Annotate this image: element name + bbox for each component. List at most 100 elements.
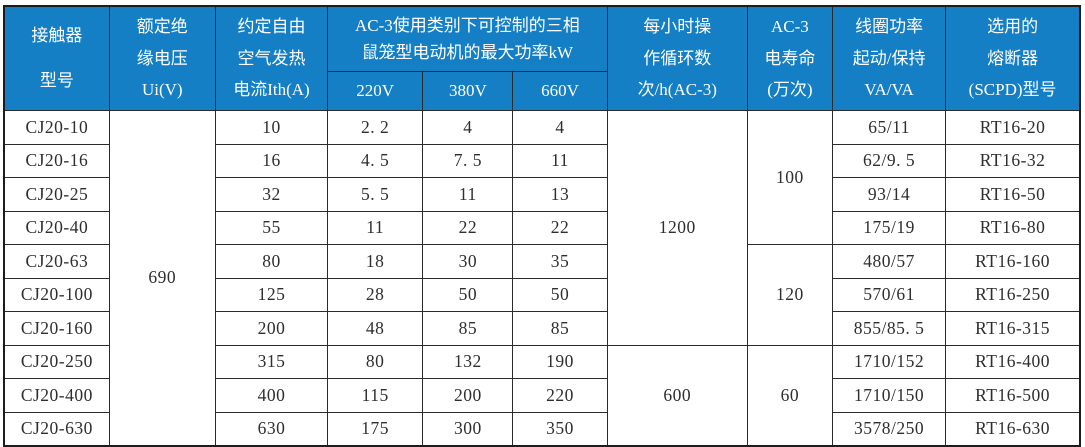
table-header: 接触器 型号 额定绝 缘电压 Ui(V) 约定自由 空气发热 电流Ith(A) … — [3, 5, 1081, 111]
header-line: 空气发热 — [237, 48, 306, 68]
cell-kw-380: 300 — [422, 411, 514, 447]
header-coil-power: 线圈功率 起动/保持 VA/VA — [831, 5, 947, 111]
cell-kw-220: 175 — [327, 411, 424, 447]
header-line: 选用的 — [987, 17, 1039, 37]
header-line: VA/VA — [864, 80, 914, 100]
cell-fuse-type: RT16-50 — [945, 177, 1081, 212]
cell-kw-660: 11 — [512, 143, 608, 178]
cell-ith: 630 — [214, 411, 329, 447]
header-line: 线圈功率 — [855, 17, 924, 37]
cell-kw-380: 4 — [422, 110, 514, 145]
cell-cycles-merged: 1200 — [606, 110, 748, 346]
cell-kw-380: 50 — [422, 277, 514, 312]
table-row: CJ20-63 80 18 30 35 120 480/57 RT16-160 — [3, 244, 1081, 346]
cell-kw-380: 132 — [422, 344, 514, 379]
header-line: (万次) — [767, 80, 813, 100]
header-ac3-max-power-group: AC-3使用类别下可控制的三相 鼠笼型电动机的最大功率kW — [327, 5, 608, 72]
cell-kw-220: 11 — [327, 210, 424, 245]
cell-kw-380: 200 — [422, 378, 514, 413]
cell-model: CJ20-250 — [3, 344, 110, 379]
cell-kw-220: 80 — [327, 344, 424, 379]
header-line: 型号 — [39, 70, 74, 90]
cell-model: CJ20-160 — [3, 311, 110, 346]
cell-kw-660: 190 — [512, 344, 608, 379]
cell-kw-660: 350 — [512, 411, 608, 447]
table-row: CJ20-100 125 28 50 50 570/61 RT16-250 — [3, 277, 1081, 312]
header-thermal-current: 约定自由 空气发热 电流Ith(A) — [214, 5, 329, 111]
cell-model: CJ20-10 — [3, 110, 110, 145]
header-voltage-220v: 220V — [327, 71, 424, 111]
cell-fuse-type: RT16-250 — [945, 277, 1081, 312]
cell-ith: 315 — [214, 344, 329, 379]
cell-kw-660: 35 — [512, 244, 608, 279]
cell-life-merged: 120 — [746, 244, 834, 346]
cell-kw-220: 2. 2 — [327, 110, 424, 145]
cell-coil-power: 93/14 — [831, 177, 947, 212]
cell-ith: 55 — [214, 210, 329, 245]
cell-model: CJ20-16 — [3, 143, 110, 178]
cell-coil-power: 855/85. 5 — [831, 311, 947, 346]
cell-cycles-merged: 600 — [606, 344, 748, 447]
cell-kw-220: 48 — [327, 311, 424, 346]
header-line: 作循环数 — [643, 48, 712, 68]
header-line: 约定自由 — [237, 17, 306, 37]
cell-fuse-type: RT16-400 — [945, 344, 1081, 379]
cell-life-merged: 60 — [746, 344, 834, 447]
cell-ith: 80 — [214, 244, 329, 279]
cell-fuse-type: RT16-630 — [945, 411, 1081, 447]
cell-kw-660: 85 — [512, 311, 608, 346]
cell-kw-220: 18 — [327, 244, 424, 279]
cell-fuse-type: RT16-32 — [945, 143, 1081, 178]
cell-coil-power: 570/61 — [831, 277, 947, 312]
cell-ith: 125 — [214, 277, 329, 312]
cell-coil-power: 480/57 — [831, 244, 947, 279]
cell-ith: 200 — [214, 311, 329, 346]
header-line: (SCPD)型号 — [968, 80, 1057, 100]
table-row: CJ20-400 400 115 200 220 1710/150 RT16-5… — [3, 378, 1081, 413]
header-line: Ui(V) — [141, 80, 183, 100]
table-row: CJ20-16 16 4. 5 7. 5 11 62/9. 5 RT16-32 — [3, 143, 1081, 178]
header-line: 缘电压 — [136, 48, 188, 68]
header-fuse-type: 选用的 熔断器 (SCPD)型号 — [945, 5, 1081, 111]
table-row: CJ20-250 315 80 132 190 600 60 1710/152 … — [3, 344, 1081, 447]
cell-ith: 400 — [214, 378, 329, 413]
table-row: CJ20-10 690 10 2. 2 4 4 1200 100 65/11 R… — [3, 110, 1081, 447]
cell-fuse-type: RT16-315 — [945, 311, 1081, 346]
cell-kw-220: 4. 5 — [327, 143, 424, 178]
cell-kw-660: 50 — [512, 277, 608, 312]
cell-model: CJ20-25 — [3, 177, 110, 212]
header-line: 额定绝 — [136, 17, 188, 37]
cell-ith: 16 — [214, 143, 329, 178]
header-rated-insulation-voltage: 额定绝 缘电压 Ui(V) — [108, 5, 216, 111]
cell-fuse-type: RT16-80 — [945, 210, 1081, 245]
cell-kw-220: 115 — [327, 378, 424, 413]
header-line: 鼠笼型电动机的最大功率kW — [361, 43, 574, 62]
header-electrical-life: AC-3 电寿命 (万次) — [746, 5, 834, 111]
cell-life-merged: 100 — [746, 110, 834, 245]
cell-model: CJ20-63 — [3, 244, 110, 279]
cell-kw-380: 30 — [422, 244, 514, 279]
header-line: 每小时操 — [643, 17, 712, 37]
cell-coil-power: 1710/150 — [831, 378, 947, 413]
table-row: CJ20-160 200 48 85 85 855/85. 5 RT16-315 — [3, 311, 1081, 346]
header-line: 起动/保持 — [852, 48, 926, 68]
table-row: CJ20-40 55 11 22 22 175/19 RT16-80 — [3, 210, 1081, 245]
cell-coil-power: 65/11 — [831, 110, 947, 145]
cell-kw-220: 28 — [327, 277, 424, 312]
contactor-spec-table: 接触器 型号 额定绝 缘电压 Ui(V) 约定自由 空气发热 电流Ith(A) … — [3, 5, 1081, 447]
cell-kw-660: 22 — [512, 210, 608, 245]
cell-kw-380: 7. 5 — [422, 143, 514, 178]
cell-kw-380: 22 — [422, 210, 514, 245]
cell-model: CJ20-100 — [3, 277, 110, 312]
cell-coil-power: 62/9. 5 — [831, 143, 947, 178]
header-line: AC-3使用类别下可控制的三相 — [354, 15, 580, 35]
cell-kw-660: 220 — [512, 378, 608, 413]
cell-fuse-type: RT16-160 — [945, 244, 1081, 279]
header-line: 次/h(AC-3) — [637, 80, 717, 100]
cell-coil-power: 175/19 — [831, 210, 947, 245]
cell-fuse-type: RT16-20 — [945, 110, 1081, 145]
cell-model: CJ20-40 — [3, 210, 110, 245]
header-line: 电流Ith(A) — [233, 80, 310, 100]
cell-kw-660: 13 — [512, 177, 608, 212]
